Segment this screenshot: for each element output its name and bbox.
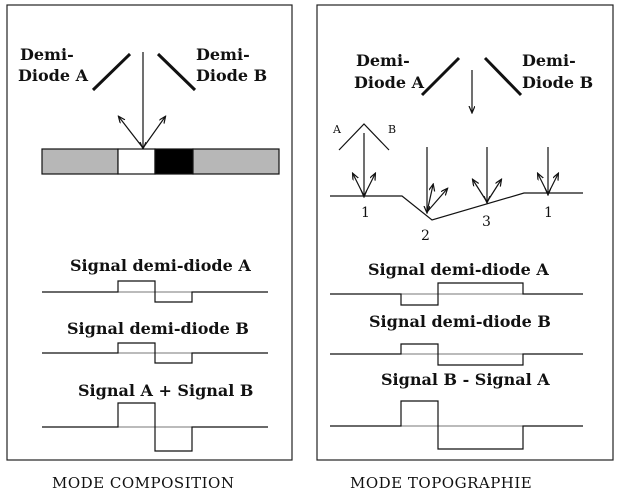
beam-1l-reflect-a <box>353 174 365 197</box>
sample-region-black <box>154 148 194 175</box>
left-diode-b <box>156 52 197 92</box>
sample-region-gray-right <box>192 148 280 175</box>
right-beam-group-1-right <box>538 147 558 194</box>
beam-1r-reflect-b <box>547 174 558 195</box>
right-diode-a-label-1: Demi- <box>356 51 410 70</box>
right-signal-diff-label: Signal B - Signal A <box>381 370 550 389</box>
right-point-1-right-label: 1 <box>544 205 553 221</box>
right-signal-b-trace <box>330 343 583 366</box>
right-signal-b-label: Signal demi-diode B <box>369 312 551 331</box>
right-inset-diodes <box>338 123 390 151</box>
left-diode-b-label-2: Diode B <box>196 66 267 85</box>
right-signal-diff-trace <box>330 400 583 450</box>
right-caption: MODE TOPOGRAPHIE <box>350 474 532 492</box>
sample-region-white <box>117 148 156 175</box>
left-signal-a-trace <box>42 280 268 303</box>
left-signal-sum-trace <box>42 402 268 452</box>
left-diode-a <box>91 52 132 92</box>
left-diode-a-label-1: Demi- <box>20 45 74 64</box>
right-beam-group-1-left <box>353 133 375 196</box>
beam-2-reflect-b <box>426 189 447 213</box>
left-signal-sum-label: Signal A + Signal B <box>78 381 253 400</box>
right-signal-a-label: Signal demi-diode A <box>368 260 549 279</box>
right-signal-a-trace <box>330 282 583 306</box>
right-diode-b-label-2: Diode B <box>522 73 593 92</box>
right-diode-a <box>420 56 461 97</box>
right-point-3-label: 3 <box>482 214 491 230</box>
left-signal-b-label: Signal demi-diode B <box>67 319 249 338</box>
left-signal-b-trace <box>42 342 268 364</box>
left-diode-b-label-1: Demi- <box>196 45 250 64</box>
right-point-2-label: 2 <box>421 228 430 244</box>
right-beam-group-3 <box>473 147 501 202</box>
beam-1l-reflect-b <box>363 174 375 197</box>
right-panel-frame <box>316 4 614 461</box>
right-diode-a-label-2: Diode A <box>354 73 425 92</box>
right-point-1-left-label: 1 <box>361 205 370 221</box>
left-panel-frame <box>6 4 293 461</box>
left-sample-strip <box>41 148 280 175</box>
left-reflected-beam-b <box>142 117 165 149</box>
sample-region-gray-left <box>41 148 119 175</box>
right-surface-profile <box>330 192 583 221</box>
beam-1r-reflect-a <box>538 174 549 195</box>
left-panel: Demi- Diode A Demi- Diode B Signal demi-… <box>6 4 293 461</box>
right-panel: Demi- Diode A Demi- Diode B A B <box>316 4 614 461</box>
right-diode-b <box>483 56 523 97</box>
beam-3-reflect-a <box>473 180 488 203</box>
beam-3-reflect-b <box>486 180 501 203</box>
left-diode-a-label-2: Diode A <box>18 66 89 85</box>
right-inset-b-label: B <box>388 123 396 136</box>
right-diode-b-label-1: Demi- <box>522 51 576 70</box>
right-beam-group-2 <box>427 147 447 212</box>
left-signal-a-label: Signal demi-diode A <box>70 256 251 275</box>
left-reflected-beam-a <box>119 117 144 149</box>
right-inset-a-label: A <box>332 123 342 136</box>
beam-2-reflect-a <box>426 185 433 213</box>
left-caption: MODE COMPOSITION <box>52 474 234 492</box>
